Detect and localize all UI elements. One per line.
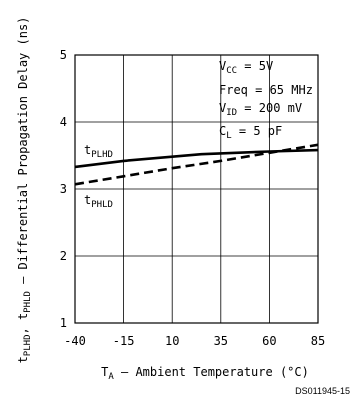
- x-tick-label: -15: [113, 334, 135, 348]
- series-label-tplhd: tPLHD: [84, 143, 113, 160]
- figure-code: DS011945-15: [295, 386, 350, 396]
- condition-freq: Freq = 65 MHz: [219, 83, 313, 97]
- y-tick-labels: 1 2 3 4 5: [60, 48, 67, 330]
- condition-vid: VID = 200 mV: [219, 101, 302, 118]
- y-tick-label: 4: [60, 115, 67, 129]
- y-tick-label: 1: [60, 316, 67, 330]
- grid: [75, 55, 318, 323]
- series-group: [74, 143, 319, 186]
- x-tick-labels: -40 -15 10 35 60 85: [64, 334, 325, 348]
- x-tick-label: 85: [311, 334, 325, 348]
- x-tick-label: 60: [262, 334, 276, 348]
- y-axis-label: tPLHD, tPHLD – Differential Propagation …: [16, 17, 33, 364]
- x-tick-label: -40: [64, 334, 86, 348]
- x-tick-label: 10: [165, 334, 179, 348]
- y-tick-label: 3: [60, 182, 67, 196]
- y-tick-label: 2: [60, 249, 67, 263]
- y-tick-label: 5: [60, 48, 67, 62]
- x-tick-label: 35: [214, 334, 228, 348]
- condition-cl: CL = 5 pF: [219, 124, 282, 141]
- condition-vcc: VCC = 5V: [219, 59, 273, 76]
- x-axis-label: TA – Ambient Temperature (°C): [101, 365, 309, 382]
- series-label-tphld: tPHLD: [84, 193, 113, 210]
